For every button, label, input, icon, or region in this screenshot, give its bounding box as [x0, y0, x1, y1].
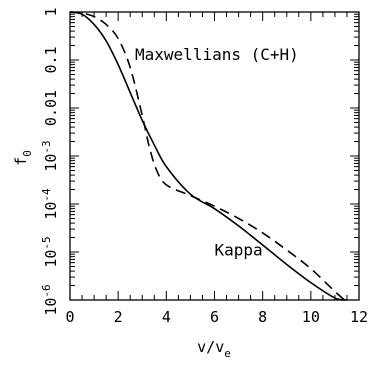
- x-tick-label: 4: [162, 308, 171, 326]
- axis-ticks: [69, 11, 360, 301]
- x-tick-label: 12: [350, 308, 368, 326]
- curve-label: Kappa: [214, 240, 262, 259]
- y-tick-label: 1: [42, 7, 60, 16]
- x-axis-title-main: v/v: [197, 338, 224, 356]
- y-tick-label: 10-4: [40, 188, 60, 220]
- y-axis-title-subscript: 0: [21, 150, 34, 157]
- y-tick-labels: 1 0.1 0.01 10-3 10-4 10-5 10-6: [40, 7, 60, 315]
- y-tick-label: 0.01: [42, 90, 60, 126]
- x-axis-title: v/ve: [197, 338, 231, 360]
- x-tick-label: 10: [302, 308, 320, 326]
- x-tick-label: 2: [114, 308, 123, 326]
- y-axis-title-main: f: [12, 157, 30, 166]
- y-tick-label: 10-6: [40, 284, 60, 315]
- y-tick-label: 0.1: [42, 46, 60, 73]
- y-axis-title: f0: [12, 150, 34, 166]
- maxwellian-curve: [69, 11, 346, 301]
- data-series: [69, 11, 348, 301]
- chart-annotations: Maxwellians (C+H) Kappa: [135, 45, 299, 259]
- y-tick-label: 10-5: [40, 236, 60, 267]
- x-tick-label: 6: [210, 308, 219, 326]
- x-tick-label: 0: [65, 308, 74, 326]
- kappa-curve: [69, 11, 348, 301]
- x-tick-label: 8: [258, 308, 267, 326]
- x-tick-labels: 0 2 4 6 8 10 12: [65, 308, 368, 326]
- y-tick-label: 10-3: [40, 140, 60, 171]
- x-axis-title-subscript: e: [224, 347, 231, 360]
- curve-label: Maxwellians (C+H): [135, 45, 299, 64]
